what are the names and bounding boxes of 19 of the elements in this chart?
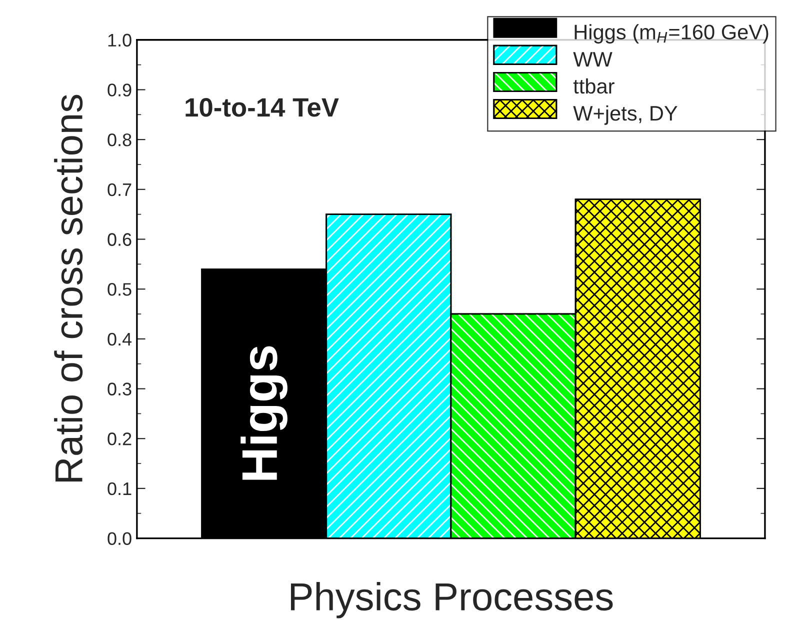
y-tick-label: 0.5 xyxy=(108,283,132,296)
y-tick-label: 0.7 xyxy=(108,183,132,196)
annotation: 10-to-14 TeV xyxy=(186,98,339,117)
legend-label: Higgs (m$_{H}$=160 GeV) xyxy=(574,24,768,44)
y-tick-label: 0.6 xyxy=(108,233,132,246)
x-axis-title: Physics Processes xyxy=(290,582,613,618)
y-tick-label: 0.2 xyxy=(108,432,132,446)
y-tick-label: 1.0 xyxy=(108,34,132,47)
y-tick-label: 0.4 xyxy=(108,332,132,346)
y-tick-label: 0.0 xyxy=(108,532,132,545)
y-tick-label: 0.3 xyxy=(108,382,132,396)
y-axis-title: Ratio of cross sections xyxy=(54,94,83,482)
y-tick-label: 0.9 xyxy=(108,84,132,96)
legend-label: WW xyxy=(573,52,612,66)
y-tick-label: 0.8 xyxy=(108,133,132,146)
legend-label: W+jets, DY xyxy=(573,105,678,125)
annotation: Higgs xyxy=(240,346,288,480)
legend-label: ttbar xyxy=(573,78,614,94)
y-tick-label: 0.1 xyxy=(108,482,132,496)
